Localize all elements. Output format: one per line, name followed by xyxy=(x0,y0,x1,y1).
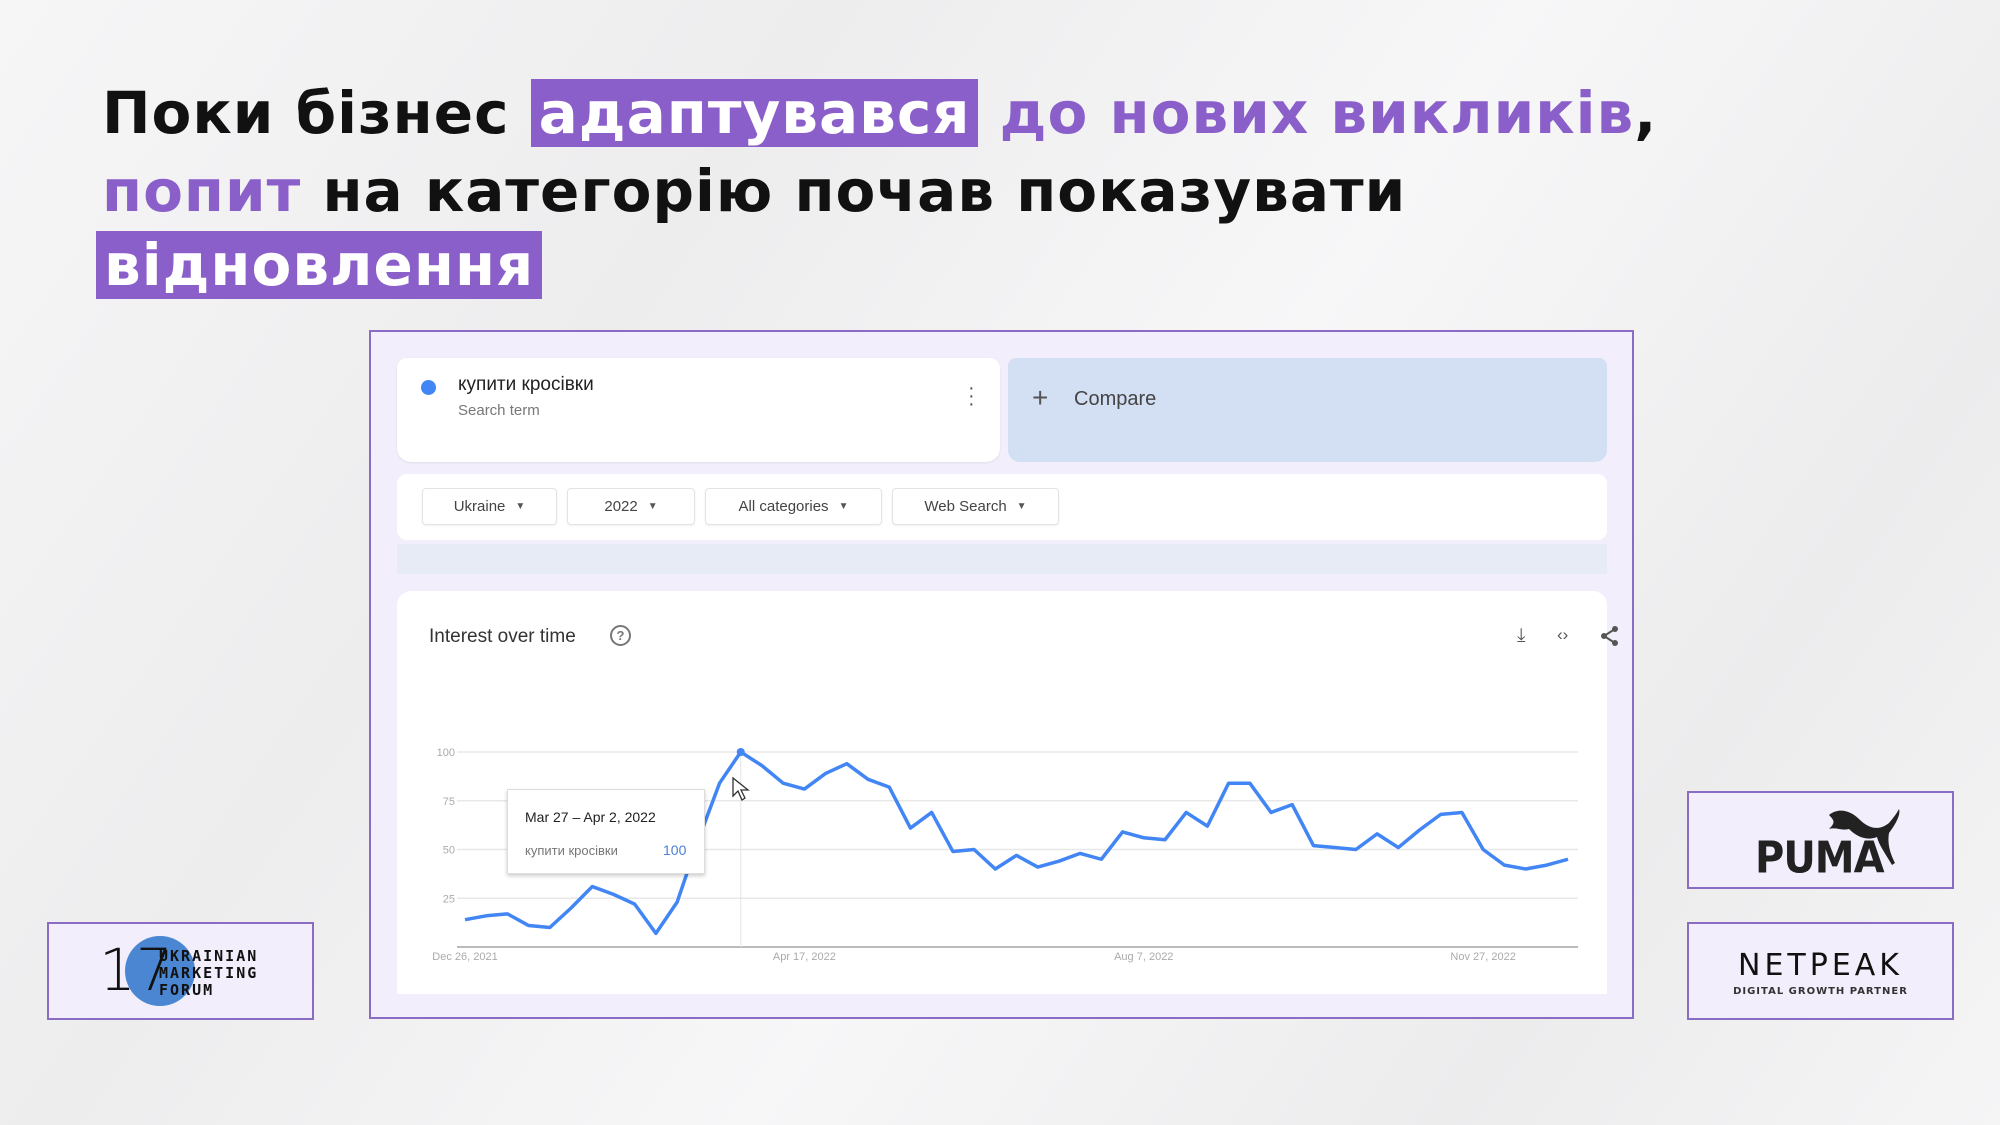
ukrainian-marketing-forum-logo: 17 UKRAINIAN MARKETING FORUM xyxy=(47,922,314,1020)
umf-text: MARKETING xyxy=(159,964,259,982)
plus-icon: + xyxy=(1032,382,1049,413)
filter-label: Ukraine xyxy=(453,498,506,515)
compare-label: Compare xyxy=(1074,388,1157,410)
chart-title: Interest over time xyxy=(429,626,576,647)
netpeak-logo: NETPEAK DIGITAL GROWTH PARTNER xyxy=(1687,922,1954,1020)
interest-over-time-card: Interest over time ? ⤓ ‹› 100 75 50 25 Dec 2… xyxy=(397,591,1618,994)
puma-cat-icon xyxy=(1829,809,1900,865)
x-tick-label: Aug 7, 2022 xyxy=(1114,951,1173,963)
line-chart: 100 75 50 25 Dec 26, 2021 Apr 17, 2022 Aug 7, … xyxy=(432,747,1578,963)
search-term-name: купити кросівки xyxy=(458,374,594,395)
x-tick-label: Nov 27, 2022 xyxy=(1450,951,1515,963)
filter-label: Web Search xyxy=(924,498,1007,515)
download-icon[interactable]: ⤓ xyxy=(1517,625,1526,646)
umf-circle xyxy=(125,936,195,1006)
tooltip-date: Mar 27 – Apr 2, 2022 xyxy=(525,809,656,825)
headline-line-1: Поки бізнес адаптувався до нових викликі… xyxy=(102,79,1657,147)
tooltip-value: 100 xyxy=(663,842,687,858)
caret-down-icon: ▼ xyxy=(838,501,849,512)
divider-strip xyxy=(397,544,1607,574)
filter-category[interactable]: All categories ▼ xyxy=(705,488,882,525)
umf-text: UKRAINIAN xyxy=(159,947,259,965)
umf-number: 17 xyxy=(99,936,173,1004)
headline-highlight: адаптувався xyxy=(530,79,979,147)
series-color-dot xyxy=(421,380,436,395)
puma-wordmark: PUMA xyxy=(1755,832,1885,884)
x-tick-label: Dec 26, 2021 xyxy=(432,951,497,963)
netpeak-tagline: DIGITAL GROWTH PARTNER xyxy=(1733,986,1908,997)
filter-time[interactable]: 2022 ▼ xyxy=(567,488,695,525)
headline-line-2: попит на категорію почав показувати xyxy=(102,157,1406,225)
y-tick-label: 50 xyxy=(443,845,455,857)
headline-highlight: відновлення xyxy=(96,231,543,299)
series-line xyxy=(464,750,1569,936)
y-tick-label: 25 xyxy=(443,893,455,905)
headline-text: Поки бізнес xyxy=(102,79,510,147)
search-term-type: Search term xyxy=(458,402,540,419)
embed-code-icon[interactable]: ‹› xyxy=(1557,625,1569,644)
headline-text: на категорію почав показувати xyxy=(322,157,1407,225)
filters-bar: Ukraine ▼ 2022 ▼ All categories ▼ Web Searc… xyxy=(397,474,1607,540)
filter-region[interactable]: Ukraine ▼ xyxy=(422,488,557,525)
puma-logo: PUMA xyxy=(1687,791,1954,889)
kebab-icon[interactable]: · · · xyxy=(968,377,975,415)
headline-line-3: відновлення xyxy=(96,231,543,299)
google-trends-screenshot: купити кросівки Search term · · · + Compar… xyxy=(369,330,1634,1019)
netpeak-wordmark: NETPEAK xyxy=(1738,948,1903,983)
filter-search-type[interactable]: Web Search ▼ xyxy=(892,488,1059,525)
headline-accent: до нових викликів xyxy=(999,79,1635,147)
caret-down-icon: ▼ xyxy=(1016,501,1027,512)
compare-button[interactable]: + Compare xyxy=(1008,358,1607,462)
mouse-cursor-icon xyxy=(732,776,750,801)
data-point xyxy=(736,748,745,756)
tooltip-term: купити кросівки xyxy=(525,843,618,858)
headline-accent: попит xyxy=(102,157,302,225)
caret-down-icon: ▼ xyxy=(515,501,526,512)
headline-comma: , xyxy=(1634,79,1658,147)
chart-tooltip: Mar 27 – Apr 2, 2022 купити кросівки 100 xyxy=(507,789,705,874)
filter-label: All categories xyxy=(738,498,829,515)
caret-down-icon: ▼ xyxy=(647,501,658,512)
umf-text: FORUM xyxy=(159,981,215,999)
y-tick-label: 75 xyxy=(443,796,455,808)
filter-label: 2022 xyxy=(604,498,638,515)
y-tick-label: 100 xyxy=(437,747,455,759)
help-icon[interactable]: ? xyxy=(610,625,631,646)
search-term-card[interactable]: купити кросівки Search term · · · xyxy=(397,358,1000,462)
share-icon[interactable] xyxy=(1600,625,1620,653)
x-tick-label: Apr 17, 2022 xyxy=(773,951,836,963)
